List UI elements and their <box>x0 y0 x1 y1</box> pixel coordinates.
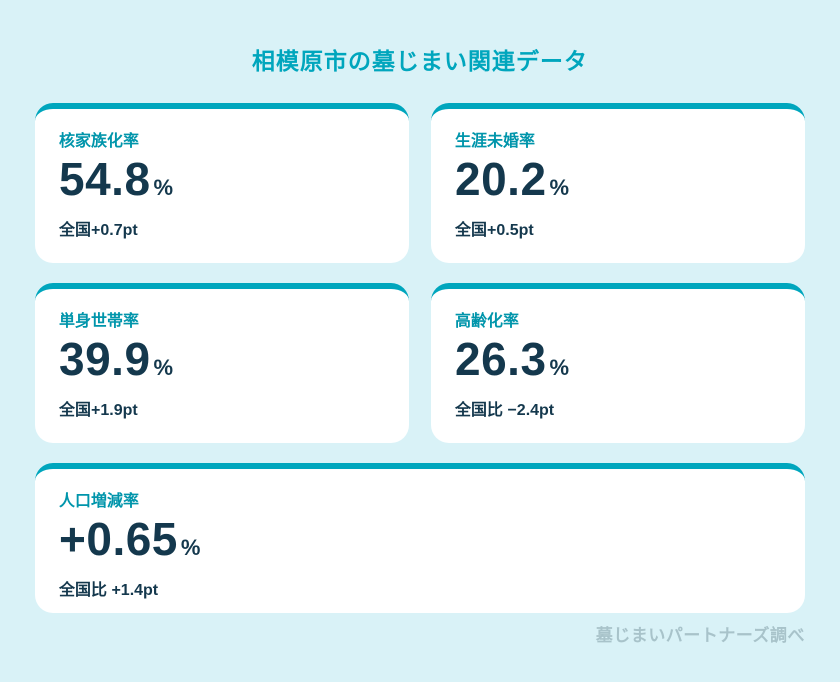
stat-label: 人口増減率 <box>59 493 140 510</box>
stat-value: 26.3 <box>455 333 547 385</box>
stat-value: +0.65 <box>59 513 178 565</box>
stat-value: 20.2 <box>455 153 547 205</box>
stat-unit: % <box>153 355 174 380</box>
stat-label: 高齢化率 <box>455 313 520 330</box>
page-title: 相模原市の墓じまい関連データ <box>252 48 588 74</box>
stat-card-lifetime-unmarried: 生涯未婚率 20.2 % 全国+0.5pt <box>431 103 805 263</box>
stat-label: 核家族化率 <box>59 133 140 150</box>
stat-note: 全国比 +1.4pt <box>59 581 159 599</box>
stat-card-aging-rate: 高齢化率 26.3 % 全国比 −2.4pt <box>431 283 805 443</box>
stat-value-row: 39.9 % <box>59 333 385 386</box>
stat-unit: % <box>549 355 570 380</box>
stat-value-row: 26.3 % <box>455 333 781 386</box>
stat-value: 54.8 <box>59 153 151 205</box>
stat-card-single-household: 単身世帯率 39.9 % 全国+1.9pt <box>35 283 409 443</box>
stat-unit: % <box>180 535 201 560</box>
stat-value-row: +0.65 % <box>59 513 781 566</box>
stat-value-row: 54.8 % <box>59 153 385 206</box>
stat-unit: % <box>153 175 174 200</box>
stat-value-row: 20.2 % <box>455 153 781 206</box>
stat-card-population-change: 人口増減率 +0.65 % 全国比 +1.4pt <box>35 463 805 613</box>
stat-unit: % <box>549 175 570 200</box>
stat-value: 39.9 <box>59 333 151 385</box>
stat-note: 全国+0.5pt <box>455 221 534 239</box>
stat-label: 単身世帯率 <box>59 313 140 330</box>
stat-note: 全国+1.9pt <box>59 401 138 419</box>
stat-note: 全国+0.7pt <box>59 221 138 239</box>
stat-card-nuclear-family: 核家族化率 54.8 % 全国+0.7pt <box>35 103 409 263</box>
source-credit: 墓じまいパートナーズ調べ <box>595 626 805 645</box>
stats-grid: 核家族化率 54.8 % 全国+0.7pt 生涯未婚率 20.2 % 全国+0.… <box>35 103 805 613</box>
stat-note: 全国比 −2.4pt <box>455 401 555 419</box>
stat-label: 生涯未婚率 <box>455 133 536 150</box>
